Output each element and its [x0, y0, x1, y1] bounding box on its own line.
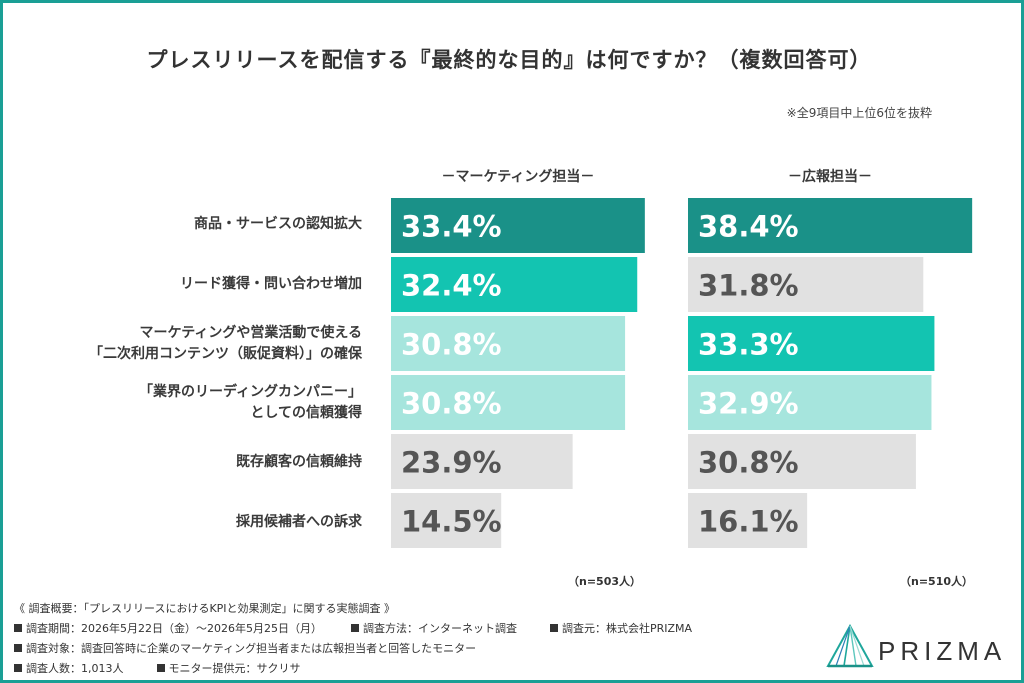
chart-note: ※全9項目中上位6位を抜粋 [786, 106, 932, 120]
footer-row-3: 調査人数：1,013人 モニター提供元：サクリサ [14, 660, 301, 676]
prism-icon [826, 623, 874, 668]
footer-provider: モニター提供元：サクリサ [168, 662, 301, 675]
bar-label-marketing-5: 23.9% [401, 446, 502, 480]
bar-label-pr-4: 32.9% [698, 387, 799, 421]
bar-pr-4 [688, 375, 932, 430]
bar-marketing-2 [391, 257, 638, 312]
bullet-icon [14, 624, 22, 632]
chart-title: プレスリリースを配信する『最終的な目的』は何ですか？（複数回答可） [146, 48, 872, 72]
bar-label-marketing-1: 33.4% [401, 210, 502, 244]
bar-marketing-6 [391, 493, 502, 548]
bullet-icon [14, 664, 22, 672]
bullet-icon [350, 624, 359, 632]
category-label-4: 「業界のリーディングカンパニー」 としての信頼獲得 [138, 384, 362, 421]
panel-title-marketing: －マーケティング担当－ [441, 169, 595, 185]
bar-label-pr-5: 30.8% [698, 446, 799, 480]
footer-method: 調査方法：インターネット調査 [362, 622, 517, 635]
panel-title-pr: －広報担当－ [788, 169, 872, 185]
bar-pr-3 [688, 316, 935, 371]
footer-period: 調査期間：2026年5月22日（金）〜2026年5月25日（月） [26, 622, 322, 635]
footer-source: 調査元：株式会社PRIZMA [561, 622, 693, 635]
bar-marketing-4 [391, 375, 626, 430]
bar-label-pr-6: 16.1% [698, 505, 799, 539]
bar-label-marketing-2: 32.4% [401, 269, 502, 303]
bullet-icon [156, 664, 165, 672]
category-label-6: 採用候補者への訴求 [236, 514, 362, 530]
footer-count: 調査人数：1,013人 [26, 662, 124, 675]
footer-row-2: 調査対象：調査回答時に企業のマーケティング担当者または広報担当者と回答したモニタ… [14, 640, 476, 656]
bar-label-marketing-4: 30.8% [401, 387, 502, 421]
prizma-logo: PRIZMA [826, 623, 1016, 674]
bar-marketing-3 [391, 316, 626, 371]
category-label-5: 既存顧客の信頼維持 [236, 454, 362, 470]
bar-marketing-1 [391, 198, 645, 253]
category-label-1: 商品・サービスの認知拡大 [194, 216, 362, 232]
bar-label-marketing-3: 30.8% [401, 328, 502, 362]
footer-target: 調査対象：調査回答時に企業のマーケティング担当者または広報担当者と回答したモニタ… [26, 642, 477, 655]
footer-row-1: 調査期間：2026年5月22日（金）〜2026年5月25日（月） 調査方法：イン… [14, 620, 692, 636]
bullet-icon [549, 624, 558, 632]
footer-survey-overview: 《 調査概要：「プレスリリースにおけるKPIと効果測定」に関する実態調査 》 [14, 602, 396, 615]
category-label-2: リード獲得・問い合わせ増加 [180, 276, 362, 292]
sample-size-marketing: （n=503人） [568, 575, 642, 588]
bar-label-pr-1: 38.4% [698, 210, 799, 244]
bar-marketing-5 [391, 434, 573, 489]
bar-pr-2 [688, 257, 924, 312]
bullet-icon [14, 644, 22, 652]
logo-text: PRIZMA [878, 636, 1007, 666]
category-label-3: マーケティングや営業活動で使える 「二次利用コンテンツ（販促資料）」の確保 [89, 325, 362, 362]
bar-pr-1 [688, 198, 973, 253]
bar-pr-5 [688, 434, 916, 489]
bar-label-marketing-6: 14.5% [401, 505, 502, 539]
sample-size-pr: （n=510人） [900, 575, 974, 588]
bar-label-pr-3: 33.3% [698, 328, 799, 362]
bar-pr-6 [688, 493, 808, 548]
bar-label-pr-2: 31.8% [698, 269, 799, 303]
